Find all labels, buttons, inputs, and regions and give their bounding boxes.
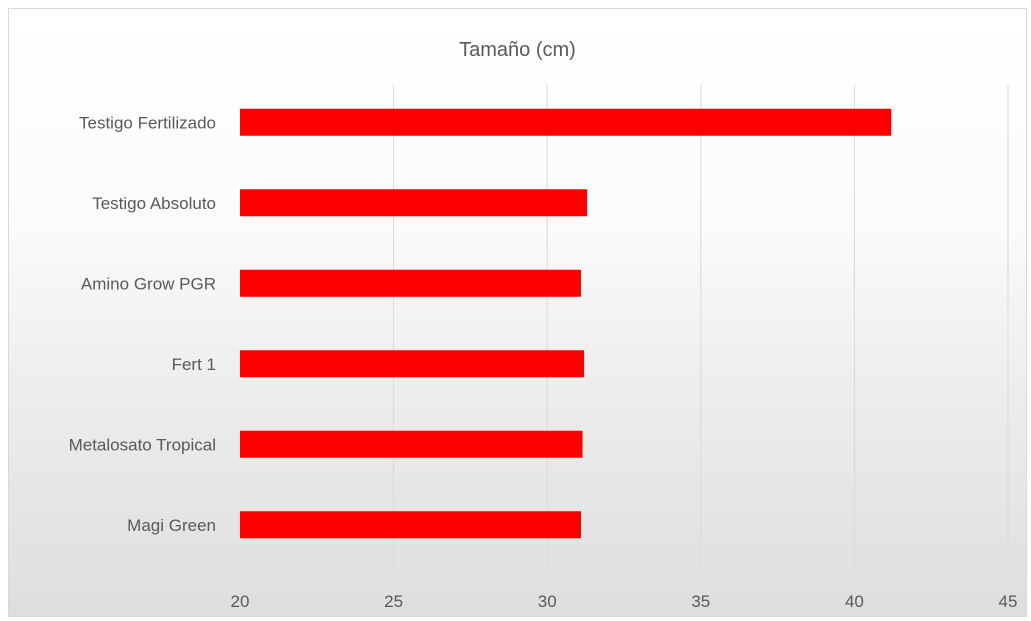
category-label: Magi Green xyxy=(127,516,216,535)
x-tick-label: 40 xyxy=(845,592,864,611)
x-tick-label: 25 xyxy=(384,592,403,611)
category-label: Metalosato Tropical xyxy=(69,435,216,454)
bar xyxy=(240,269,581,297)
bar xyxy=(240,108,892,136)
bar xyxy=(240,189,588,217)
category-label: Fert 1 xyxy=(172,355,216,374)
bar xyxy=(240,511,581,539)
chart-title: Tamaño (cm) xyxy=(459,39,576,61)
category-label: Testigo Fertilizado xyxy=(79,113,216,132)
x-tick-label: 30 xyxy=(538,592,557,611)
x-tick-label: 45 xyxy=(999,592,1018,611)
category-label: Testigo Absoluto xyxy=(92,194,216,213)
x-tick-label: 20 xyxy=(231,592,250,611)
bar xyxy=(240,430,583,458)
category-label: Amino Grow PGR xyxy=(81,274,216,293)
bar xyxy=(240,350,585,378)
x-tick-label: 35 xyxy=(691,592,710,611)
